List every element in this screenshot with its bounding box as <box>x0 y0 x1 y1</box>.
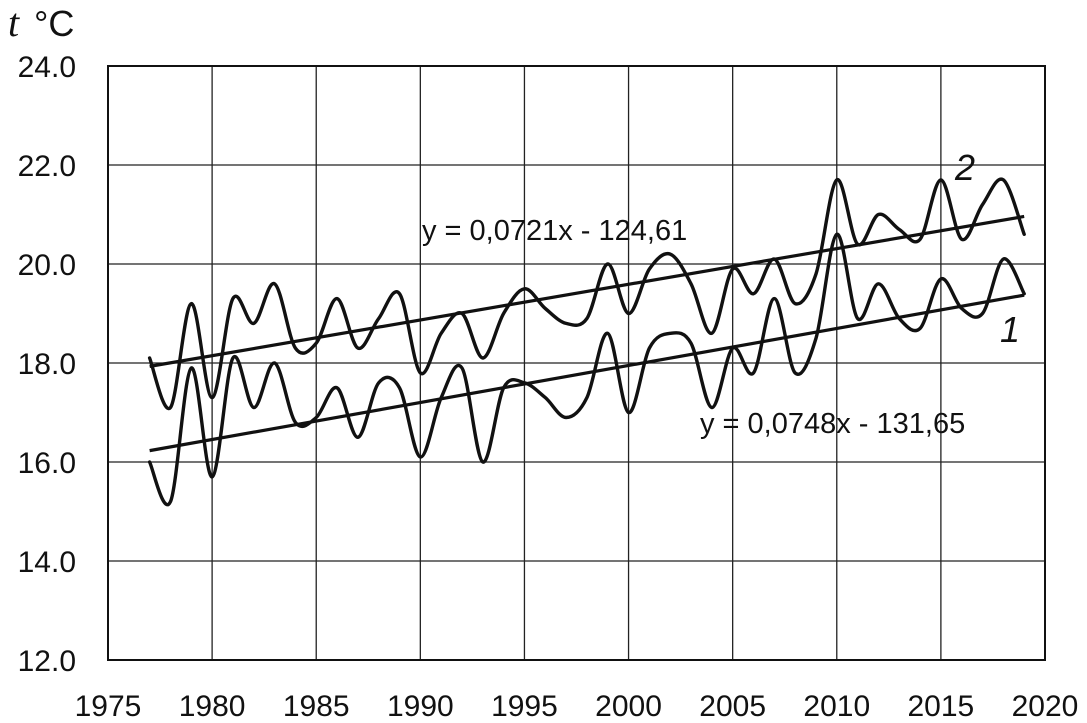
y-tick-label: 18.0 <box>18 348 76 381</box>
x-tick-label: 2000 <box>595 690 662 723</box>
y-tick-labels: 12.0 14.0 16.0 18.0 20.0 22.0 24.0 <box>18 51 76 678</box>
grid <box>107 65 1046 661</box>
y-axis-unit: t °C <box>8 0 74 45</box>
series-label-2: 2 <box>954 147 975 188</box>
series-lines <box>147 177 1026 507</box>
y-axis-unit-label: °C <box>34 3 74 44</box>
y-tick-label: 14.0 <box>18 546 76 579</box>
x-tick-label: 2015 <box>908 690 975 723</box>
trend-equation-series-2: y = 0,0721x - 124,61 <box>422 215 687 247</box>
x-tick-label: 1985 <box>283 690 350 723</box>
y-tick-label: 24.0 <box>18 51 76 84</box>
trendline-series-2 <box>149 214 1025 368</box>
y-axis-symbol: t <box>8 0 20 45</box>
series-line-2 <box>147 177 1026 411</box>
series-label-1: 1 <box>1000 309 1020 350</box>
x-tick-label: 2020 <box>1012 690 1079 723</box>
x-tick-labels: 1975 1980 1985 1990 1995 2000 2005 2010 2015 2020 <box>75 690 1079 723</box>
y-tick-label: 16.0 <box>18 447 76 480</box>
x-tick-label: 1975 <box>75 690 142 723</box>
x-tick-label: 2005 <box>699 690 766 723</box>
x-tick-label: 1990 <box>387 690 454 723</box>
plot-frame <box>107 65 1046 661</box>
x-tick-label: 1995 <box>491 690 558 723</box>
series-line-1 <box>147 232 1026 507</box>
trend-equation-series-1: y = 0,0748x - 131,65 <box>700 408 965 440</box>
y-tick-label: 12.0 <box>18 645 76 678</box>
y-tick-label: 22.0 <box>18 150 76 183</box>
x-tick-label: 1980 <box>179 690 246 723</box>
y-tick-label: 20.0 <box>18 249 76 282</box>
x-tick-label: 2010 <box>803 690 870 723</box>
